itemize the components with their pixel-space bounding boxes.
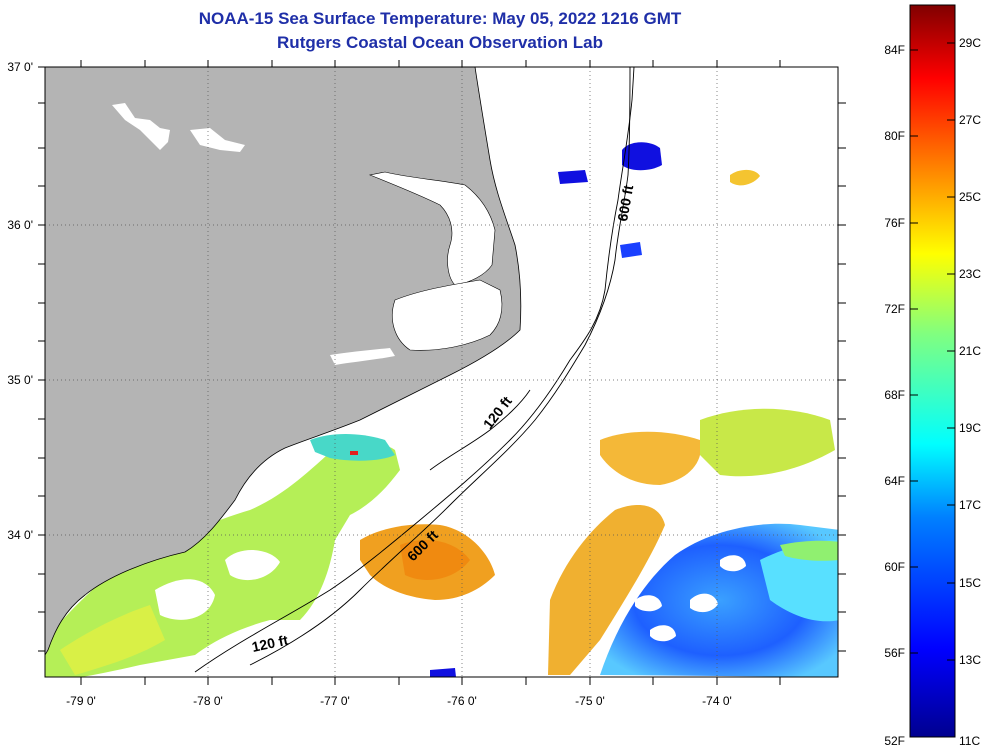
- cb-label-25c: 25C: [959, 190, 981, 204]
- cb-label-17c: 17C: [959, 498, 981, 512]
- map-border: [44, 66, 839, 678]
- cloud-hole-b: [635, 595, 662, 612]
- latitude-axis: 37 0' 36 0' 35 0' 34 0': [7, 60, 33, 542]
- lon-label-74: -74 0': [702, 694, 732, 708]
- river-neuse: [330, 348, 395, 365]
- map-title: NOAA-15 Sea Surface Temperature: May 05,…: [198, 9, 682, 28]
- lat-ticks: [38, 66, 846, 652]
- cloud-gap-1: [155, 579, 215, 620]
- land: [45, 67, 522, 656]
- cb-label-15c: 15C: [959, 576, 981, 590]
- cb-label-64f: 64F: [884, 474, 905, 488]
- lat-label-34: 34 0': [7, 528, 33, 542]
- cloud-hole-c: [650, 625, 676, 642]
- colorbar-gradient: [909, 4, 956, 738]
- isobath-label-120-south: 120 ft: [250, 632, 289, 655]
- cb-label-11c: 11C: [959, 734, 980, 748]
- isobath-contours: [194, 67, 635, 673]
- cb-label-60f: 60F: [884, 560, 905, 574]
- sst-patch-nearshore-yellow: [60, 605, 165, 675]
- cloud-hole-d: [720, 555, 746, 572]
- cb-label-80f: 80F: [884, 129, 905, 143]
- sst-hotspot: [350, 451, 358, 455]
- cb-label-76f: 76F: [884, 216, 905, 230]
- sst-patch-cyan: [310, 434, 395, 461]
- lat-label-36: 36 0': [7, 218, 33, 232]
- cb-label-27c: 27C: [959, 113, 981, 127]
- sst-patch-warm-core: [400, 540, 470, 580]
- inland-lake: [112, 103, 170, 150]
- colorbar-ticks: [910, 42, 955, 661]
- cb-label-84f: 84F: [884, 43, 905, 57]
- lat-label-37: 37 0': [7, 60, 33, 74]
- colorbar-celsius-labels: 29C 27C 25C 23C 21C 19C 17C 15C 13C 11C: [959, 36, 981, 748]
- sst-patch-north-blue-2: [558, 170, 588, 184]
- lon-label-77: -77 0': [320, 694, 350, 708]
- cb-label-23c: 23C: [959, 267, 981, 281]
- sst-patch-north-small: [620, 242, 642, 258]
- isobath-label-600-north: 600 ft: [614, 183, 636, 222]
- sst-patch-cold-green: [780, 540, 838, 561]
- shelf-break-line: [429, 389, 531, 471]
- cloud-gap-2: [225, 550, 280, 581]
- pamlico-sound: [391, 279, 503, 351]
- graticule: [45, 67, 838, 677]
- colorbar: 84F 80F 76F 72F 68F 64F 60F 56F 52F 29C …: [884, 4, 981, 748]
- isobath-600ft-line: [249, 67, 631, 666]
- cb-label-21c: 21C: [959, 344, 981, 358]
- cb-label-56f: 56F: [884, 646, 905, 660]
- sst-patch-north-orange: [730, 169, 760, 186]
- longitude-axis: -79 0' -78 0' -77 0' -76 0' -75 0' -74 0…: [66, 694, 732, 708]
- cb-label-29c: 29C: [959, 36, 981, 50]
- cb-label-19c: 19C: [959, 421, 981, 435]
- cb-label-13c: 13C: [959, 653, 981, 667]
- sst-patch-north-blue: [622, 142, 662, 171]
- lon-ticks: [80, 60, 781, 685]
- lon-label-78: -78 0': [193, 694, 223, 708]
- cb-label-52f: 52F: [884, 734, 905, 748]
- lat-label-35: 35 0': [7, 373, 33, 387]
- cb-label-72f: 72F: [884, 302, 905, 316]
- sst-patch-offshore-orange2: [600, 431, 701, 485]
- lon-label-75: -75 0': [575, 694, 605, 708]
- sst-patch-bottom-blue: [430, 668, 456, 677]
- inland-lake-2: [190, 128, 245, 152]
- sst-patch-offshore-orange: [548, 505, 665, 675]
- isobath-120ft-line: [194, 67, 635, 673]
- cb-label-68f: 68F: [884, 388, 905, 402]
- colorbar-fahrenheit-labels: 84F 80F 76F 72F 68F 64F 60F 56F 52F: [884, 43, 905, 748]
- cloud-hole-a: [690, 593, 718, 613]
- lon-label-76: -76 0': [447, 694, 477, 708]
- sst-patch-offshore-yellow: [700, 408, 835, 477]
- sst-data-layer: [45, 142, 838, 677]
- map-subtitle: Rutgers Coastal Ocean Observation Lab: [277, 33, 603, 52]
- lon-label-79: -79 0': [66, 694, 96, 708]
